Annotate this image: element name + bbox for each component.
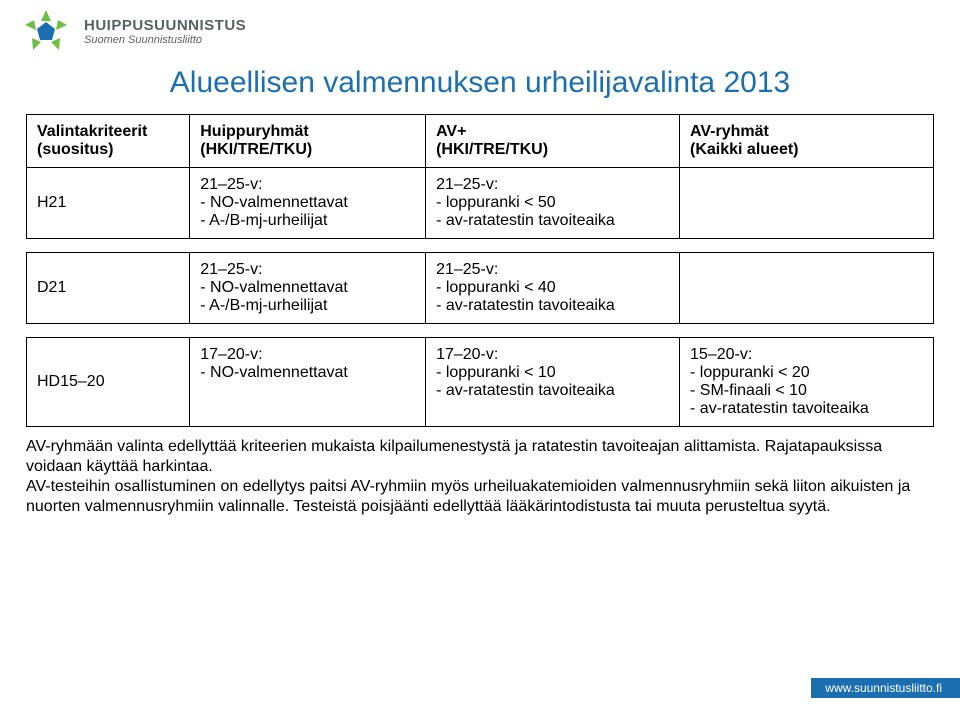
cell: 21–25-v: - loppuranki < 50 - av-ratatest… — [426, 168, 680, 239]
col-header-line: Valintakriteerit — [37, 123, 179, 141]
table-row-hd15-20: HD15–20 17–20-v: - NO-valmennettavat 17–… — [27, 338, 934, 427]
cell-line: - SM-finaali < 10 — [690, 382, 923, 400]
spacer-row — [27, 324, 934, 338]
cell-line: 21–25-v: — [436, 176, 669, 194]
row-label-d21: D21 — [27, 253, 190, 324]
cell-line: - av-ratatestin tavoiteaika — [436, 297, 669, 315]
cell-line: 21–25-v: — [200, 176, 415, 194]
col-header-line: Huippuryhmät — [200, 123, 415, 141]
col-header-line: AV+ — [436, 123, 669, 141]
cell-line: - av-ratatestin tavoiteaika — [690, 400, 923, 418]
note-paragraph: AV-testeihin osallistuminen on edellytys… — [26, 477, 934, 517]
col-header-line: (HKI/TRE/TKU) — [200, 141, 415, 159]
cell-empty — [680, 253, 934, 324]
footer-url: www.suunnistusliitto.fi — [811, 678, 960, 698]
row-label-hd15-20: HD15–20 — [27, 338, 190, 427]
cell: 15–20-v: - loppuranki < 20 - SM-finaali … — [680, 338, 934, 427]
criteria-table: Valintakriteerit (suositus) Huippuryhmät… — [26, 114, 934, 427]
cell-line: 21–25-v: — [436, 261, 669, 279]
cell-line: - loppuranki < 50 — [436, 194, 669, 212]
cell-line: - A-/B-mj-urheilijat — [200, 297, 415, 315]
cell-line: 17–20-v: — [436, 346, 669, 364]
cell-empty — [680, 168, 934, 239]
cell: 17–20-v: - NO-valmennettavat — [190, 338, 426, 427]
header-text: HUIPPUSUUNNISTUS Suomen Suunnistusliitto — [84, 18, 246, 47]
header-title: HUIPPUSUUNNISTUS — [84, 18, 246, 35]
col-header-av-groups: AV-ryhmät (Kaikki alueet) — [680, 115, 934, 168]
table-row-d21: D21 21–25-v: - NO-valmennettavat - A-/B-… — [27, 253, 934, 324]
cell-line: - av-ratatestin tavoiteaika — [436, 382, 669, 400]
cell-line: - av-ratatestin tavoiteaika — [436, 212, 669, 230]
cell-line: 17–20-v: — [200, 346, 415, 364]
row-label-h21: H21 — [27, 168, 190, 239]
notes: AV-ryhmään valinta edellyttää kriteerien… — [0, 427, 960, 517]
col-header-line: (HKI/TRE/TKU) — [436, 141, 669, 159]
cell-line: - NO-valmennettavat — [200, 364, 415, 382]
col-header-av-plus: AV+ (HKI/TRE/TKU) — [426, 115, 680, 168]
spacer-row — [27, 239, 934, 253]
col-header-top-groups: Huippuryhmät (HKI/TRE/TKU) — [190, 115, 426, 168]
cell-line: - loppuranki < 10 — [436, 364, 669, 382]
cell-line: 15–20-v: — [690, 346, 923, 364]
header: HUIPPUSUUNNISTUS Suomen Suunnistusliitto — [0, 0, 960, 60]
note-paragraph: AV-ryhmään valinta edellyttää kriteerien… — [26, 437, 934, 477]
cell-line: - A-/B-mj-urheilijat — [200, 212, 415, 230]
cell: 17–20-v: - loppuranki < 10 - av-ratatest… — [426, 338, 680, 427]
cell-line: - loppuranki < 20 — [690, 364, 923, 382]
col-header-line: AV-ryhmät — [690, 123, 923, 141]
cell-line: 21–25-v: — [200, 261, 415, 279]
cell-line: - loppuranki < 40 — [436, 279, 669, 297]
criteria-table-wrap: Valintakriteerit (suositus) Huippuryhmät… — [0, 114, 960, 427]
cell: 21–25-v: - loppuranki < 40 - av-ratatest… — [426, 253, 680, 324]
col-header-line: (Kaikki alueet) — [690, 141, 923, 159]
cell: 21–25-v: - NO-valmennettavat - A-/B-mj-u… — [190, 253, 426, 324]
table-row-h21: H21 21–25-v: - NO-valmennettavat - A-/B-… — [27, 168, 934, 239]
cell-line: - NO-valmennettavat — [200, 279, 415, 297]
table-header-row: Valintakriteerit (suositus) Huippuryhmät… — [27, 115, 934, 168]
page-title: Alueellisen valmennuksen urheilijavalint… — [0, 66, 960, 100]
col-header-criteria: Valintakriteerit (suositus) — [27, 115, 190, 168]
col-header-line: (suositus) — [37, 141, 179, 159]
cell: 21–25-v: - NO-valmennettavat - A-/B-mj-u… — [190, 168, 426, 239]
org-logo — [18, 8, 74, 56]
header-subtitle: Suomen Suunnistusliitto — [84, 34, 246, 46]
cell-line: - NO-valmennettavat — [200, 194, 415, 212]
